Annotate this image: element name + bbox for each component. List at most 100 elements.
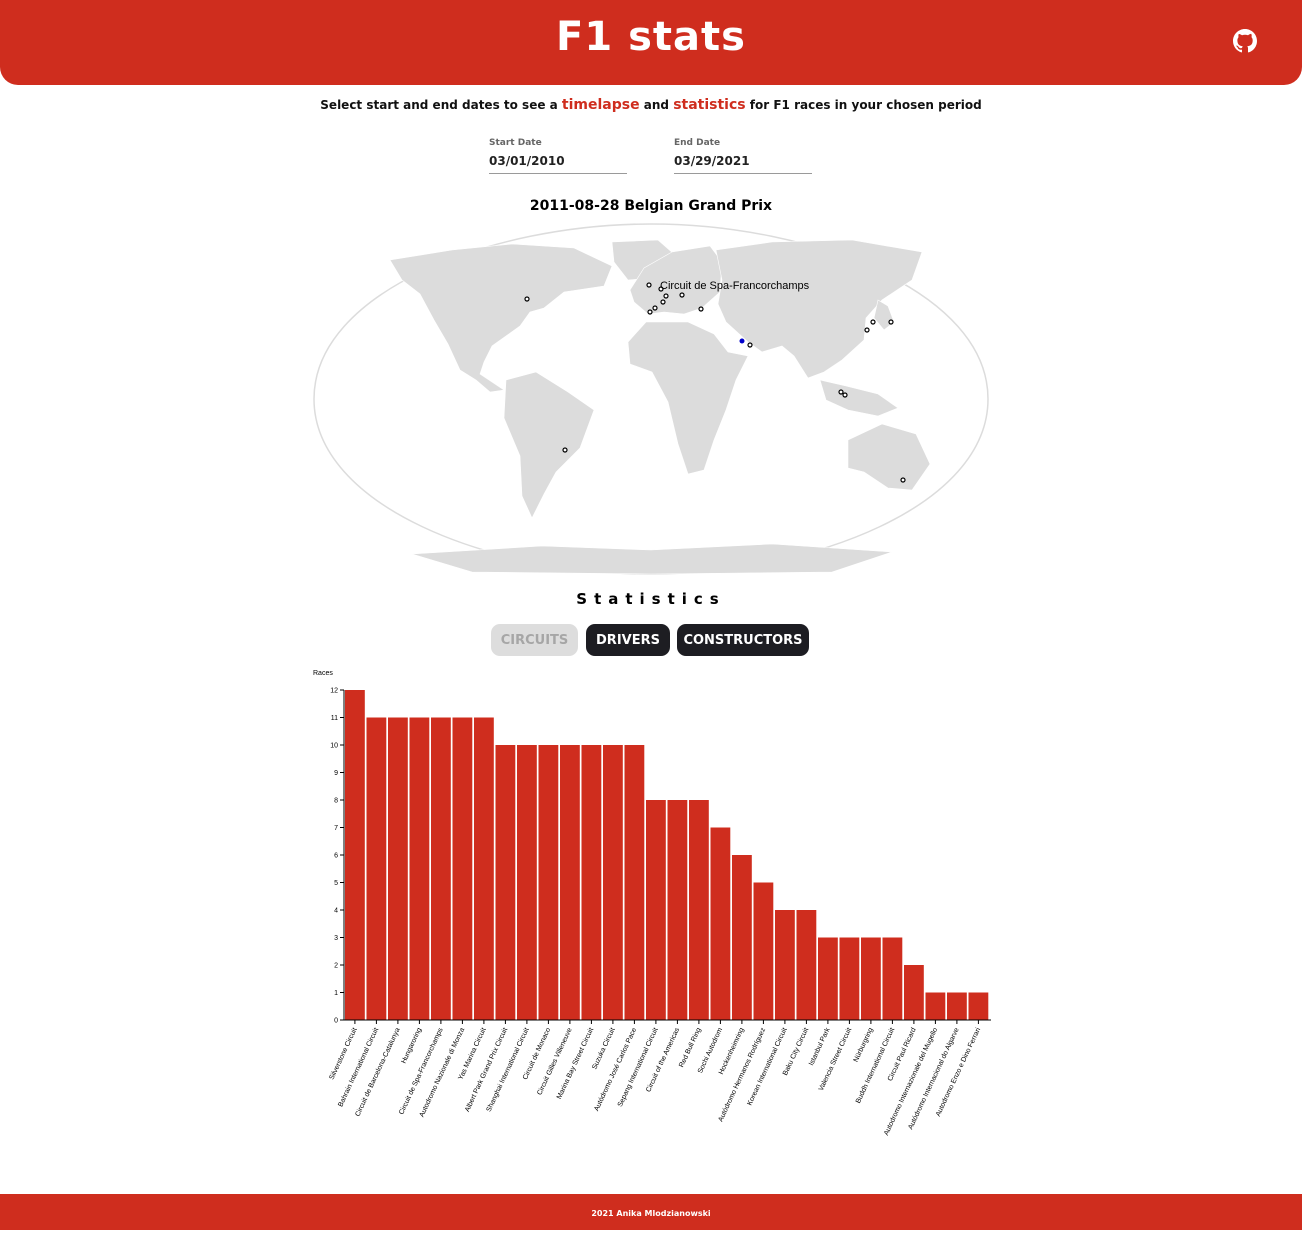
active-circuit-label: Circuit de Spa-Francorchamps	[660, 280, 810, 292]
end-date-label: End Date	[674, 138, 721, 148]
end-date-input[interactable]: 03/29/2021	[674, 154, 812, 174]
bar[interactable]	[517, 745, 537, 1020]
bar[interactable]	[732, 855, 752, 1020]
x-tick-label: Bahrain International Circuit	[337, 1027, 380, 1108]
bar[interactable]	[495, 745, 516, 1020]
y-tick-label: 0	[334, 1018, 338, 1025]
bar[interactable]	[947, 992, 967, 1021]
bar[interactable]	[882, 937, 903, 1021]
bar[interactable]	[904, 965, 924, 1020]
x-tick-label: Istanbul Park	[808, 1026, 832, 1066]
circuit-marker[interactable]	[658, 286, 664, 292]
intro-text: Select start and end dates to see a time…	[0, 97, 1302, 113]
bar[interactable]	[925, 992, 946, 1021]
y-tick-label: 8	[334, 798, 338, 805]
circuit-marker[interactable]	[652, 305, 658, 311]
end-date-field: End Date 03/29/2021	[674, 138, 812, 174]
land-europe	[629, 245, 723, 315]
bar[interactable]	[818, 937, 838, 1021]
x-tick-label: Nürburgring	[853, 1027, 875, 1064]
land-south-america	[503, 371, 595, 519]
x-tick-label: Autódromo José Carlos Pace	[593, 1027, 638, 1113]
x-tick-label: Circuit de Barcelona-Catalunya	[354, 1027, 401, 1118]
land-australia	[847, 423, 931, 491]
circuit-marker[interactable]	[524, 296, 530, 302]
bar[interactable]	[775, 910, 795, 1020]
y-tick-label: 7	[334, 825, 338, 832]
tab-drivers[interactable]: DRIVERS	[586, 624, 670, 656]
tab-constructors[interactable]: CONSTRUCTORS	[677, 624, 809, 656]
bar[interactable]	[452, 717, 473, 1021]
bar[interactable]	[431, 717, 451, 1021]
bar[interactable]	[839, 937, 860, 1021]
footer: 2021 Anika Mlodzianowski	[0, 1194, 1302, 1230]
bar[interactable]	[366, 717, 387, 1021]
app-title: F1 stats	[556, 14, 746, 60]
app-header: F1 stats	[0, 0, 1302, 85]
circuit-marker-active[interactable]	[739, 338, 745, 344]
x-tick-label: Albert Park Grand Prix Circuit	[464, 1027, 509, 1113]
intro-part: and	[639, 98, 674, 112]
bar[interactable]	[646, 800, 666, 1020]
circuit-marker[interactable]	[747, 342, 753, 348]
bar[interactable]	[345, 690, 365, 1020]
y-tick-label: 4	[334, 908, 338, 915]
circuit-marker[interactable]	[698, 306, 704, 312]
bar[interactable]	[753, 882, 774, 1021]
bar[interactable]	[474, 717, 494, 1021]
x-tick-label: Autodromo Enzo e Dino Ferrari	[935, 1026, 982, 1117]
circuit-marker[interactable]	[838, 389, 844, 395]
tab-circuits[interactable]: CIRCUITS	[491, 624, 578, 656]
x-tick-label: Red Bull Ring	[678, 1027, 702, 1069]
bar[interactable]	[560, 745, 580, 1020]
y-tick-label: 10	[330, 743, 338, 750]
circuit-marker[interactable]	[842, 392, 848, 398]
x-tick-label: Korean International Circuit	[747, 1027, 789, 1107]
bar[interactable]	[689, 800, 709, 1020]
land-north-america	[389, 243, 613, 393]
circuit-marker[interactable]	[660, 299, 666, 305]
bar[interactable]	[861, 937, 881, 1021]
bar[interactable]	[603, 745, 623, 1020]
world-map: Circuit de Spa-Francorchamps	[313, 223, 989, 575]
y-tick-label: 5	[334, 880, 338, 887]
bar[interactable]	[968, 992, 989, 1021]
bar[interactable]	[710, 827, 731, 1021]
y-tick-label: 3	[334, 935, 338, 942]
x-tick-label: Circuit de Spa-Francorchamps	[398, 1026, 445, 1115]
y-tick-label: 6	[334, 853, 338, 860]
y-tick-label: 11	[331, 715, 338, 722]
circuit-marker[interactable]	[870, 319, 876, 325]
circuit-marker[interactable]	[900, 477, 906, 483]
bar[interactable]	[538, 745, 559, 1020]
circuit-marker[interactable]	[888, 319, 894, 325]
circuit-marker[interactable]	[864, 327, 870, 333]
timelapse-highlight: timelapse	[561, 97, 640, 113]
bar[interactable]	[581, 745, 602, 1020]
bar[interactable]	[667, 800, 688, 1020]
y-tick-label: 1	[334, 990, 338, 997]
circuit-marker[interactable]	[679, 292, 685, 298]
bar[interactable]	[796, 910, 817, 1020]
x-tick-label: Sepang International Circuit	[617, 1027, 660, 1108]
y-axis-label: Races	[313, 670, 333, 677]
circuit-marker[interactable]	[646, 282, 652, 288]
land-antarctica	[411, 543, 893, 575]
github-icon[interactable]	[1233, 29, 1257, 53]
y-tick-label: 9	[334, 770, 338, 777]
start-date-input[interactable]: 03/01/2010	[489, 154, 627, 174]
circuit-marker[interactable]	[663, 293, 669, 299]
circuit-marker[interactable]	[562, 447, 568, 453]
bar[interactable]	[624, 745, 645, 1020]
bar[interactable]	[409, 717, 430, 1021]
land-southeast-asia	[819, 379, 899, 417]
circuit-marker[interactable]	[647, 309, 653, 315]
bar[interactable]	[388, 717, 408, 1021]
start-date-field: Start Date 03/01/2010	[489, 138, 627, 174]
y-tick-label: 12	[330, 688, 338, 695]
land-africa	[627, 321, 749, 475]
intro-part: Select start and end dates to see a	[320, 98, 562, 112]
